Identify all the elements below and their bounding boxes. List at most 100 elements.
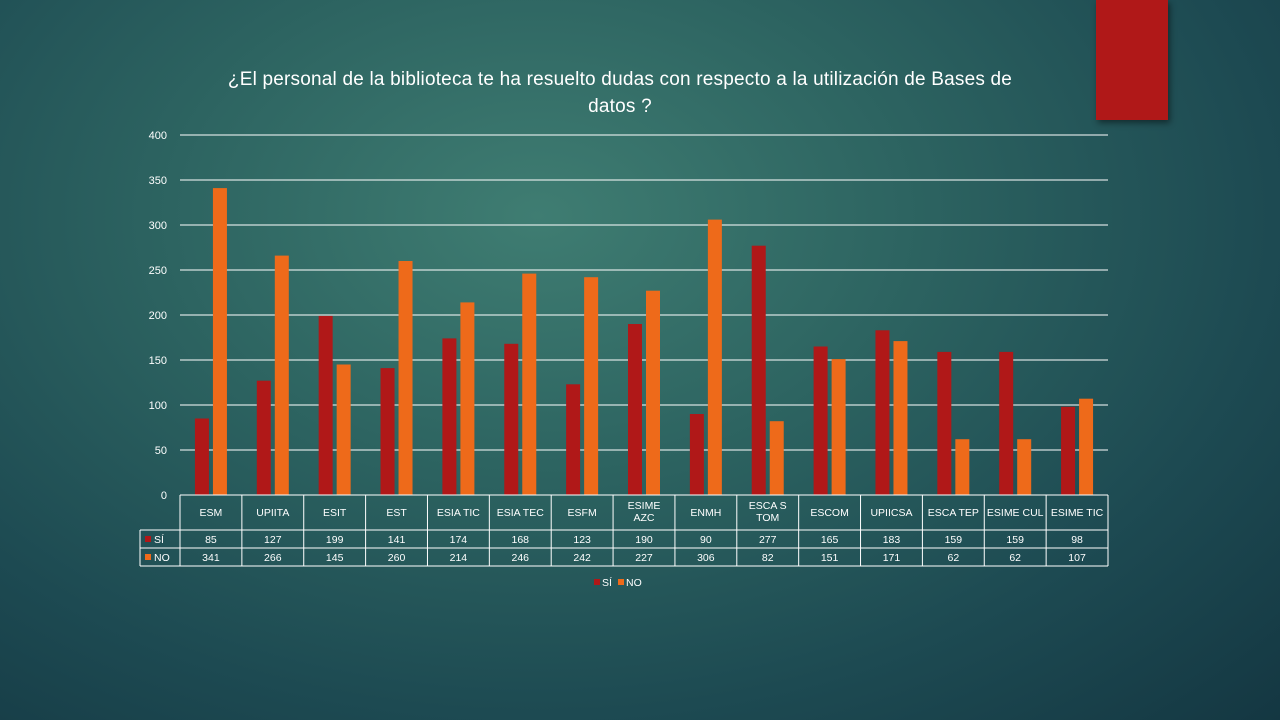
table-value: 165: [821, 534, 839, 546]
y-tick-label: 300: [149, 220, 167, 232]
x-tick-label: UPIITA: [256, 507, 289, 519]
table-value: 246: [512, 552, 530, 564]
table-value: 62: [1009, 552, 1021, 564]
table-value: 174: [450, 534, 468, 546]
bar-no: [212, 188, 227, 495]
table-value: 260: [388, 552, 406, 564]
bar-si: [318, 315, 333, 495]
bar-no: [769, 421, 784, 495]
bar-no: [460, 302, 475, 495]
table-value: 190: [635, 534, 653, 546]
x-tick-label: ESM: [200, 507, 223, 519]
table-value: 199: [326, 534, 344, 546]
bar-si: [937, 351, 952, 495]
bar-si: [442, 338, 457, 495]
table-value: 159: [945, 534, 963, 546]
table-value: 127: [264, 534, 282, 546]
bar-si: [751, 245, 766, 495]
bar-no: [646, 290, 660, 495]
table-value: 151: [821, 552, 839, 564]
bar-si: [689, 414, 704, 495]
bar-no: [398, 261, 413, 495]
bar-no: [522, 273, 537, 495]
legend-label: NO: [626, 577, 642, 589]
table-value: 214: [450, 552, 468, 564]
table-value: 123: [573, 534, 591, 546]
table-value: 306: [697, 552, 715, 564]
x-tick-label: ENMH: [690, 507, 721, 519]
x-tick-label: ESIA TIC: [437, 507, 480, 519]
bar-no: [955, 439, 970, 495]
y-tick-label: 150: [149, 355, 167, 367]
bar-si: [256, 380, 271, 495]
x-tick-label: ESIME AZC: [628, 500, 661, 524]
table-value: 277: [759, 534, 777, 546]
legend-label: SÍ: [602, 576, 612, 589]
bar-si: [813, 346, 828, 495]
table-value: 107: [1068, 552, 1086, 564]
x-tick-label: EST: [386, 507, 407, 519]
legend: SÍ NO: [594, 576, 642, 589]
bar-no: [1079, 398, 1094, 495]
y-tick-label: 200: [149, 310, 167, 322]
y-axis-tick-labels: 0 50 100 150 200 250 300 350 400: [149, 130, 167, 502]
table-series-label: SÍ: [154, 533, 164, 546]
table-series-swatch: [145, 554, 151, 560]
x-tick-label: UPIICSA: [870, 507, 912, 519]
table-value: 82: [762, 552, 774, 564]
y-tick-label: 350: [149, 175, 167, 187]
x-tick-label: ESFM: [568, 507, 597, 519]
bar-no: [336, 364, 351, 495]
table-value: 171: [883, 552, 901, 564]
y-tick-label: 0: [161, 490, 167, 502]
y-tick-label: 400: [149, 130, 167, 142]
bar-no: [274, 255, 289, 495]
x-tick-label: ESIA TEC: [497, 507, 544, 519]
bar-no: [831, 359, 846, 495]
x-tick-label: ESIME CUL: [987, 507, 1044, 519]
table-value: 85: [205, 534, 217, 546]
x-tick-label: ESIME TIC: [1051, 507, 1104, 519]
bar-si: [875, 330, 890, 495]
chart-title: ¿El personal de la biblioteca te ha resu…: [227, 69, 1013, 117]
table-value: 168: [512, 534, 530, 546]
bar-si: [504, 343, 519, 495]
table-value: 341: [202, 552, 220, 564]
x-tick-label: ESIT: [323, 507, 347, 519]
bar-no: [707, 219, 722, 495]
bar-no: [584, 277, 599, 495]
bar-si: [194, 418, 209, 495]
y-tick-label: 100: [149, 400, 167, 412]
bars: [194, 188, 1094, 495]
bar-no: [1017, 439, 1032, 495]
bar-si: [380, 368, 395, 495]
table-value: 183: [883, 534, 901, 546]
x-tick-label: ESCOM: [810, 507, 849, 519]
y-tick-label: 50: [155, 445, 167, 457]
x-tick-label: ESCA S TOM: [749, 500, 787, 524]
table-value: 227: [635, 552, 653, 564]
legend-swatch: [618, 579, 624, 585]
table-value: 159: [1006, 534, 1024, 546]
x-tick-label: ESCA TEP: [928, 507, 979, 519]
table-value: 145: [326, 552, 344, 564]
bar-no: [893, 341, 908, 495]
gridlines: [180, 134, 1108, 451]
table-value: 90: [700, 534, 712, 546]
bar-si: [999, 351, 1014, 495]
red-accent-tab: [1096, 0, 1168, 120]
legend-swatch: [594, 579, 600, 585]
table-value: 266: [264, 552, 282, 564]
table-series-label: NO: [154, 552, 170, 564]
table-series-swatch: [145, 536, 151, 542]
bar-si: [566, 384, 581, 495]
data-table: ESM UPIITA ESIT EST ESIA TIC ESIA TEC ESFM ESIM…: [139, 494, 1109, 567]
bar-si: [1061, 406, 1076, 495]
table-value: 141: [388, 534, 406, 546]
table-value: 98: [1071, 534, 1083, 546]
bar-si: [628, 324, 642, 495]
table-value: 62: [947, 552, 959, 564]
y-tick-label: 250: [149, 265, 167, 277]
table-value: 242: [573, 552, 591, 564]
